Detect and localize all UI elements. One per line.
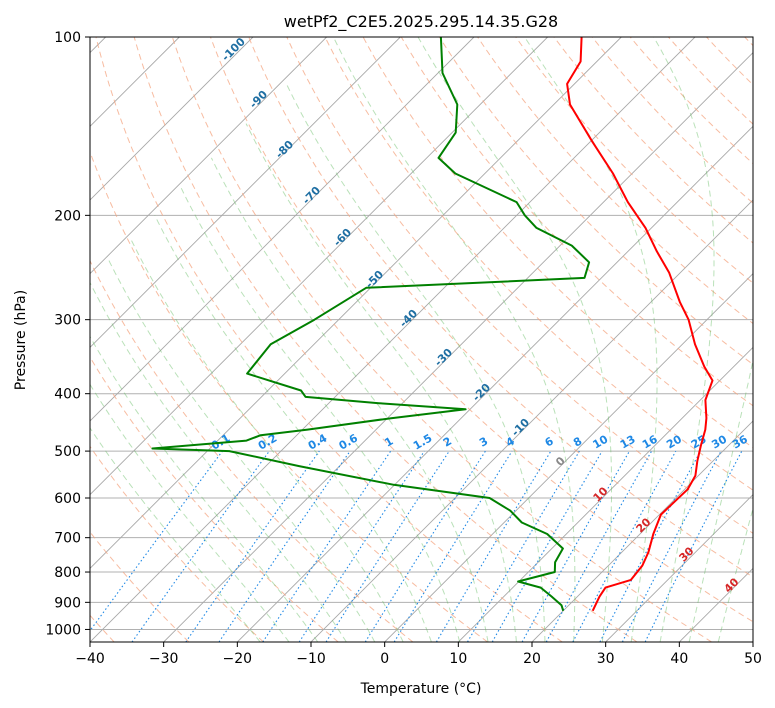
isotherm-line xyxy=(752,641,753,642)
y-tick-label: 500 xyxy=(54,444,81,460)
dry-adiabat-line xyxy=(629,37,753,165)
y-tick-label: 400 xyxy=(54,387,81,403)
isotherm-line xyxy=(90,37,254,201)
y-tick-label: 900 xyxy=(54,595,81,611)
y-tick-label: 800 xyxy=(54,565,81,581)
moist-adiabat-line xyxy=(90,335,319,642)
dry-adiabat-line xyxy=(90,259,414,642)
moist-adiabat-line xyxy=(688,358,753,642)
moist-adiabat-line xyxy=(245,123,517,642)
mixing-ratio-line xyxy=(185,450,320,642)
mixing-ratio-line xyxy=(325,450,450,642)
x-tick-label: 40 xyxy=(670,651,688,667)
isotherm-line xyxy=(384,273,753,642)
x-tick-label: −40 xyxy=(75,651,105,667)
mixing-ratio-line xyxy=(393,450,513,642)
isotherm-line xyxy=(605,494,753,642)
dry-adiabat-line xyxy=(133,37,638,642)
x-tick-label: 50 xyxy=(744,651,762,667)
y-tick-label: 700 xyxy=(54,531,81,547)
dry-adiabat-line xyxy=(515,37,753,284)
moist-adiabat-line xyxy=(130,239,404,642)
isotherm-line xyxy=(237,125,753,642)
plot-background xyxy=(90,37,753,642)
isotherm-line xyxy=(90,37,475,422)
dry-adiabat-line xyxy=(400,37,753,407)
x-tick-label: 10 xyxy=(449,651,467,667)
dry-adiabat-line xyxy=(324,37,753,491)
moist-adiabat-line xyxy=(210,157,489,642)
x-axis-ticks: −40 −30 −20 −10 0 10 20 30 40 50 xyxy=(75,642,762,667)
x-axis-label: Temperature (°C) xyxy=(360,681,482,697)
dry-adiabat-line xyxy=(90,445,264,642)
dry-adiabat-line xyxy=(591,37,753,204)
moist-adiabat-line xyxy=(285,83,546,642)
dry-adiabat-line xyxy=(362,37,753,449)
temperature-profile-line xyxy=(566,37,714,612)
y-axis-ticks: 100 200 300 400 500 600 700 800 900 1000 xyxy=(45,30,90,638)
x-tick-label: 20 xyxy=(523,651,541,667)
dry-adiabat-line xyxy=(171,37,712,642)
moist-adiabat-line xyxy=(154,215,432,642)
isotherm-line xyxy=(90,37,696,642)
isotherm-line xyxy=(90,37,622,569)
dry-adiabat-line xyxy=(95,37,563,642)
isotherm-line xyxy=(90,37,327,275)
isotherm-line xyxy=(90,37,401,348)
dry-adiabat-line xyxy=(210,37,753,623)
moist-adiabat-line xyxy=(90,427,261,642)
y-tick-label: 300 xyxy=(54,313,81,329)
mixing-ratio-line xyxy=(545,450,653,642)
mixing-ratio-line xyxy=(90,450,223,632)
x-tick-label: −30 xyxy=(149,651,179,667)
x-tick-label: 0 xyxy=(380,651,389,667)
skewed-isotherms xyxy=(90,37,753,642)
moist-adiabat-line xyxy=(180,187,461,642)
plot-area xyxy=(90,37,753,642)
plot-frame xyxy=(89,36,754,643)
isotherm-line xyxy=(458,346,753,642)
isotherm-line xyxy=(90,37,548,496)
y-tick-label: 600 xyxy=(54,491,81,507)
mixing-ratio-line xyxy=(644,450,743,642)
mixing-ratio-line xyxy=(521,450,630,642)
mixing-ratio-line xyxy=(572,450,677,642)
moist-adiabat-line xyxy=(717,506,753,642)
dry-adiabats xyxy=(90,37,753,642)
isotherm-line xyxy=(163,52,753,642)
moist-adiabat-line xyxy=(653,37,715,642)
moist-adiabat-line xyxy=(417,37,612,642)
mixing-ratio-line xyxy=(218,450,351,642)
mixing-ratio-line xyxy=(262,450,392,642)
sounding-series xyxy=(151,37,714,612)
moist-adiabats xyxy=(90,37,753,642)
moist-adiabat-line xyxy=(524,37,658,642)
isotherm-line xyxy=(531,420,753,642)
x-tick-label: −20 xyxy=(223,651,253,667)
dry-adiabat-line xyxy=(248,37,753,578)
mixing-ratio-line xyxy=(131,450,270,642)
dewpoint-profile-line xyxy=(151,37,591,612)
mixing-ratio-line xyxy=(298,450,425,642)
x-tick-label: −10 xyxy=(296,651,326,667)
dry-adiabat-line xyxy=(477,37,753,325)
chart-title: wetPf2_C2E5.2025.295.14.35.G28 xyxy=(284,12,558,32)
moist-adiabat-line xyxy=(332,37,576,642)
mixing-ratio-lines xyxy=(90,450,743,642)
y-tick-label: 1000 xyxy=(45,622,81,638)
moist-adiabat-line xyxy=(106,256,376,642)
y-tick-label: 200 xyxy=(54,208,81,224)
y-axis-label: Pressure (hPa) xyxy=(13,290,29,390)
moist-adiabat-line xyxy=(90,281,347,642)
y-tick-label: 100 xyxy=(54,30,81,46)
moist-adiabat-line xyxy=(90,383,290,642)
x-tick-label: 30 xyxy=(597,651,615,667)
